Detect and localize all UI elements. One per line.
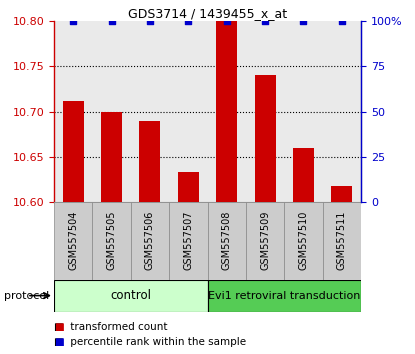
Title: GDS3714 / 1439455_x_at: GDS3714 / 1439455_x_at — [128, 7, 287, 20]
Point — [223, 18, 230, 24]
Point — [108, 18, 115, 24]
Bar — [131, 21, 169, 202]
Text: ■: ■ — [54, 322, 63, 332]
Bar — [246, 202, 284, 280]
Bar — [323, 21, 361, 202]
Text: GSM557511: GSM557511 — [337, 211, 347, 270]
Text: GSM557509: GSM557509 — [260, 211, 270, 270]
Bar — [54, 202, 92, 280]
Bar — [178, 172, 199, 202]
Point — [185, 18, 192, 24]
Point — [146, 18, 153, 24]
Text: GSM557510: GSM557510 — [298, 211, 308, 270]
Bar — [323, 202, 361, 280]
Text: ■: ■ — [54, 337, 63, 347]
Bar — [169, 21, 208, 202]
Bar — [93, 21, 131, 202]
Bar — [216, 21, 237, 202]
Text: Evi1 retroviral transduction: Evi1 retroviral transduction — [208, 291, 361, 301]
Bar — [54, 280, 208, 312]
Bar — [208, 21, 246, 202]
Point — [262, 18, 269, 24]
Bar — [169, 202, 208, 280]
Point — [300, 18, 307, 24]
Bar — [293, 148, 314, 202]
Bar — [131, 202, 169, 280]
Point — [339, 18, 345, 24]
Text: protocol: protocol — [4, 291, 49, 301]
Bar — [246, 21, 284, 202]
Bar — [208, 202, 246, 280]
Text: ■  transformed count: ■ transformed count — [54, 322, 167, 332]
Bar — [284, 21, 323, 202]
Bar — [331, 185, 352, 202]
Text: ■  percentile rank within the sample: ■ percentile rank within the sample — [54, 337, 246, 347]
Bar — [93, 202, 131, 280]
Text: GSM557506: GSM557506 — [145, 211, 155, 270]
Text: control: control — [110, 289, 151, 302]
Text: GSM557504: GSM557504 — [68, 211, 78, 270]
Bar — [54, 21, 92, 202]
Text: GSM557507: GSM557507 — [183, 211, 193, 270]
Bar — [208, 280, 361, 312]
Text: GSM557505: GSM557505 — [107, 211, 117, 270]
Bar — [101, 112, 122, 202]
Bar — [63, 101, 84, 202]
Text: GSM557508: GSM557508 — [222, 211, 232, 270]
Bar — [254, 75, 276, 202]
Bar — [284, 202, 323, 280]
Bar — [139, 121, 161, 202]
Point — [70, 18, 76, 24]
